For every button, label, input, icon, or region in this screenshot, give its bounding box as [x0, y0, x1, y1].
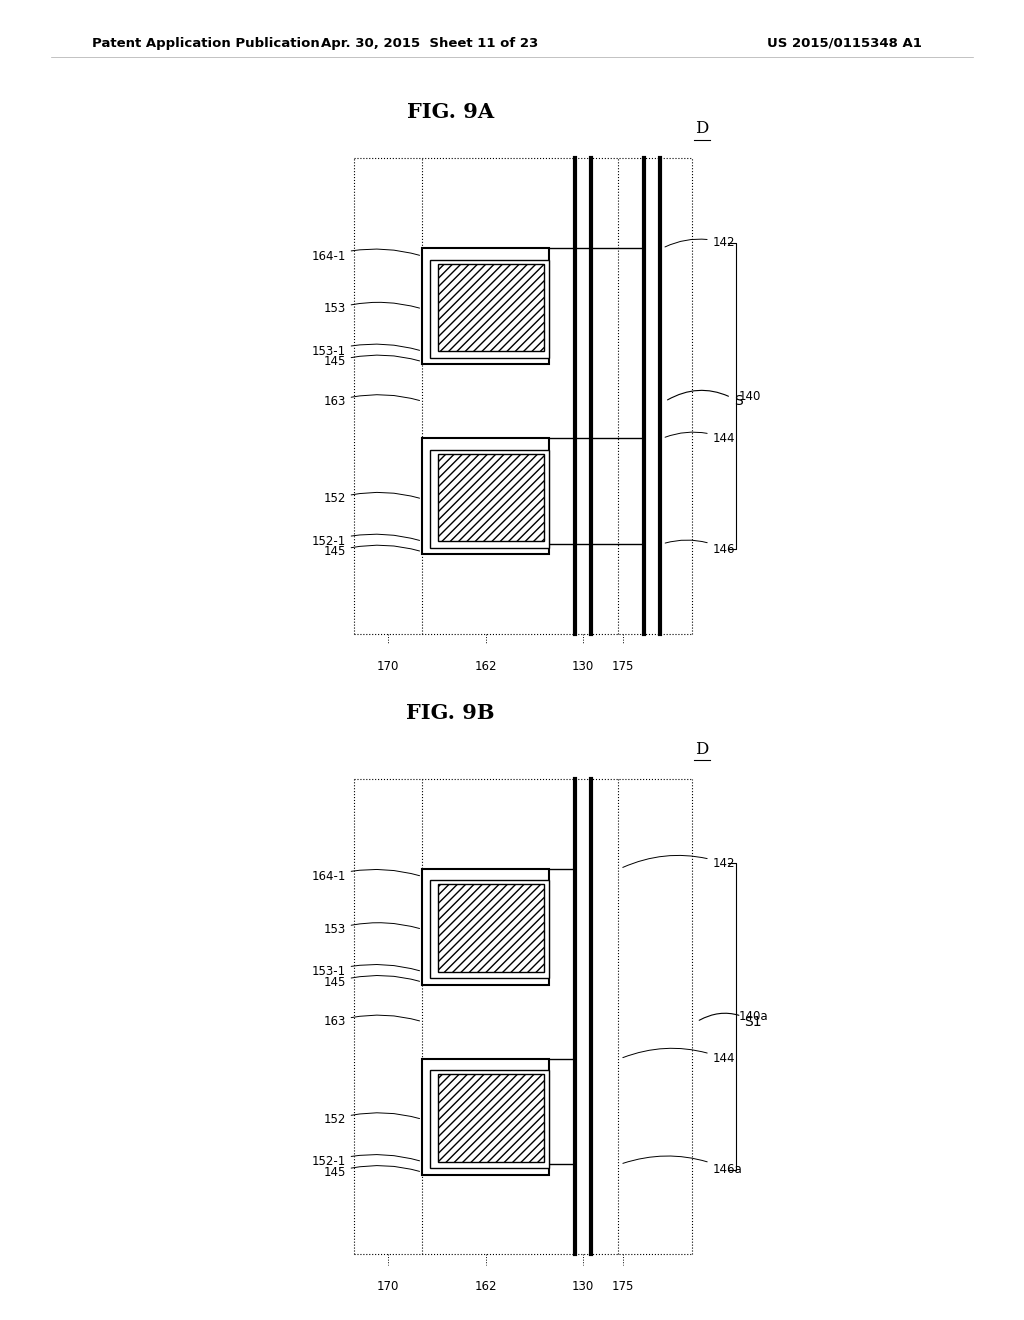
- Text: 163: 163: [324, 395, 420, 408]
- Text: 153-1: 153-1: [311, 345, 420, 358]
- Bar: [438, 884, 544, 972]
- Text: 146: 146: [666, 540, 735, 556]
- Text: D: D: [695, 120, 709, 137]
- Text: 140a: 140a: [739, 1010, 769, 1023]
- Text: 144: 144: [623, 1048, 735, 1065]
- Text: 162: 162: [474, 660, 497, 673]
- Text: 145: 145: [324, 1166, 420, 1179]
- Text: 152-1: 152-1: [311, 1155, 420, 1168]
- Text: 145: 145: [324, 975, 420, 989]
- Text: FIG. 9B: FIG. 9B: [407, 702, 495, 723]
- Text: 142: 142: [665, 236, 735, 249]
- Text: 152: 152: [324, 492, 420, 506]
- Bar: [430, 880, 549, 978]
- Bar: [422, 248, 549, 364]
- Text: 130: 130: [572, 660, 594, 673]
- Text: 152: 152: [324, 1113, 420, 1126]
- Text: 162: 162: [474, 1280, 497, 1294]
- Text: 153-1: 153-1: [311, 965, 420, 978]
- Text: S1: S1: [699, 1014, 762, 1028]
- Text: S: S: [668, 391, 742, 408]
- Bar: [422, 1059, 549, 1175]
- Text: 146a: 146a: [623, 1156, 742, 1176]
- Text: 152-1: 152-1: [311, 535, 420, 548]
- Text: FIG. 9A: FIG. 9A: [407, 102, 495, 123]
- Bar: [438, 264, 544, 351]
- Text: 175: 175: [611, 660, 634, 673]
- Text: Patent Application Publication: Patent Application Publication: [92, 37, 319, 50]
- Bar: [422, 869, 549, 985]
- Text: 145: 145: [324, 355, 420, 368]
- Text: 170: 170: [377, 660, 399, 673]
- Bar: [430, 1071, 549, 1168]
- Text: D: D: [695, 741, 709, 758]
- Text: 170: 170: [377, 1280, 399, 1294]
- Text: 144: 144: [665, 432, 735, 445]
- Text: US 2015/0115348 A1: US 2015/0115348 A1: [767, 37, 922, 50]
- Bar: [438, 454, 544, 541]
- Text: 140: 140: [739, 389, 762, 403]
- Text: 175: 175: [611, 1280, 634, 1294]
- Text: 164-1: 164-1: [311, 870, 420, 883]
- Bar: [430, 450, 549, 548]
- Bar: [430, 260, 549, 358]
- Text: 164-1: 164-1: [311, 249, 420, 263]
- Bar: [438, 1074, 544, 1162]
- Bar: [422, 438, 549, 554]
- Text: 142: 142: [623, 855, 735, 870]
- Text: 153: 153: [324, 923, 420, 936]
- Text: 130: 130: [572, 1280, 594, 1294]
- Text: 153: 153: [324, 302, 420, 315]
- Text: 163: 163: [324, 1015, 420, 1028]
- Text: 145: 145: [324, 545, 420, 558]
- Text: Apr. 30, 2015  Sheet 11 of 23: Apr. 30, 2015 Sheet 11 of 23: [322, 37, 539, 50]
